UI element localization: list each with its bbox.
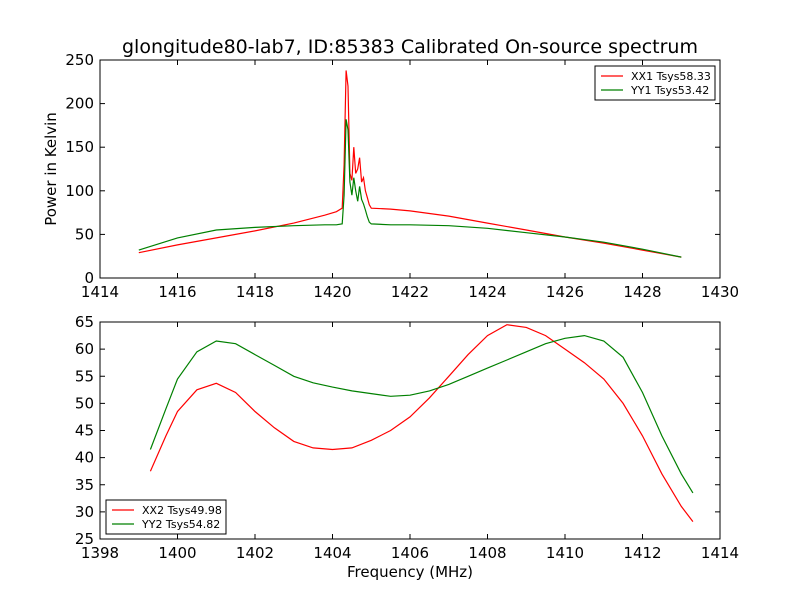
y-tick-label: 55 bbox=[75, 367, 94, 385]
legend-box bbox=[105, 499, 227, 535]
y-tick-label: 100 bbox=[65, 182, 94, 200]
bottom-panel: 1398 1400 1402 1404 1406 1408 1410 1412 1414 25 30… bbox=[75, 313, 739, 581]
x-axis-label: Frequency (MHz) bbox=[347, 563, 473, 581]
x-tick-label: 1398 bbox=[81, 544, 119, 562]
top-panel: 1414 1416 1418 1420 1422 1424 1426 1428 1430 0 50 1… bbox=[42, 51, 739, 301]
x-tick-label: 1406 bbox=[391, 544, 429, 562]
legend-entry: XX2 Tsys49.98 bbox=[142, 504, 222, 517]
legend-entry: YY2 Tsys54.82 bbox=[141, 518, 220, 531]
y-tick-label: 60 bbox=[75, 340, 94, 358]
x-tick-label: 1402 bbox=[236, 544, 274, 562]
y-tick-label: 250 bbox=[65, 51, 94, 69]
x-tick-label: 1428 bbox=[623, 283, 661, 301]
series-line-1 bbox=[149, 324, 694, 522]
x-tick-label: 1400 bbox=[158, 544, 196, 562]
y-tick-label: 25 bbox=[75, 530, 94, 548]
y-axis-label: Power in Kelvin bbox=[42, 112, 60, 226]
x-tick-label: 1408 bbox=[468, 544, 506, 562]
x-tick-label: 1414 bbox=[701, 544, 739, 562]
series-line-2 bbox=[138, 119, 682, 258]
series-line-1 bbox=[138, 70, 682, 258]
x-tick-label: 1412 bbox=[623, 544, 661, 562]
y-tick-label: 40 bbox=[75, 449, 94, 467]
x-tick-label: 1404 bbox=[313, 544, 351, 562]
y-tick-label: 50 bbox=[75, 394, 94, 412]
y-tick-label: 45 bbox=[75, 422, 94, 440]
x-tick-label: 1430 bbox=[701, 283, 739, 301]
y-tick-label: 65 bbox=[75, 313, 94, 331]
x-tick-label: 1416 bbox=[158, 283, 196, 301]
chart-title: glongitude80-lab7, ID:85383 Calibrated O… bbox=[122, 36, 698, 58]
y-tick-label: 150 bbox=[65, 138, 94, 156]
x-tick-label: 1414 bbox=[81, 283, 119, 301]
series-line-2 bbox=[149, 334, 694, 494]
x-tick-label: 1418 bbox=[236, 283, 274, 301]
y-tick-label: 0 bbox=[84, 269, 94, 287]
x-tick-label: 1420 bbox=[313, 283, 351, 301]
y-tick-label: 200 bbox=[65, 95, 94, 113]
legend-box bbox=[594, 65, 716, 101]
legend-entry: YY1 Tsys53.42 bbox=[630, 84, 709, 97]
y-tick-label: 50 bbox=[75, 225, 94, 243]
x-tick-label: 1426 bbox=[546, 283, 584, 301]
x-tick-label: 1424 bbox=[468, 283, 506, 301]
x-tick-label: 1410 bbox=[546, 544, 584, 562]
x-tick-label: 1422 bbox=[391, 283, 429, 301]
y-tick-label: 35 bbox=[75, 476, 94, 494]
legend-entry: XX1 Tsys58.33 bbox=[631, 70, 711, 83]
y-tick-label: 30 bbox=[75, 503, 94, 521]
